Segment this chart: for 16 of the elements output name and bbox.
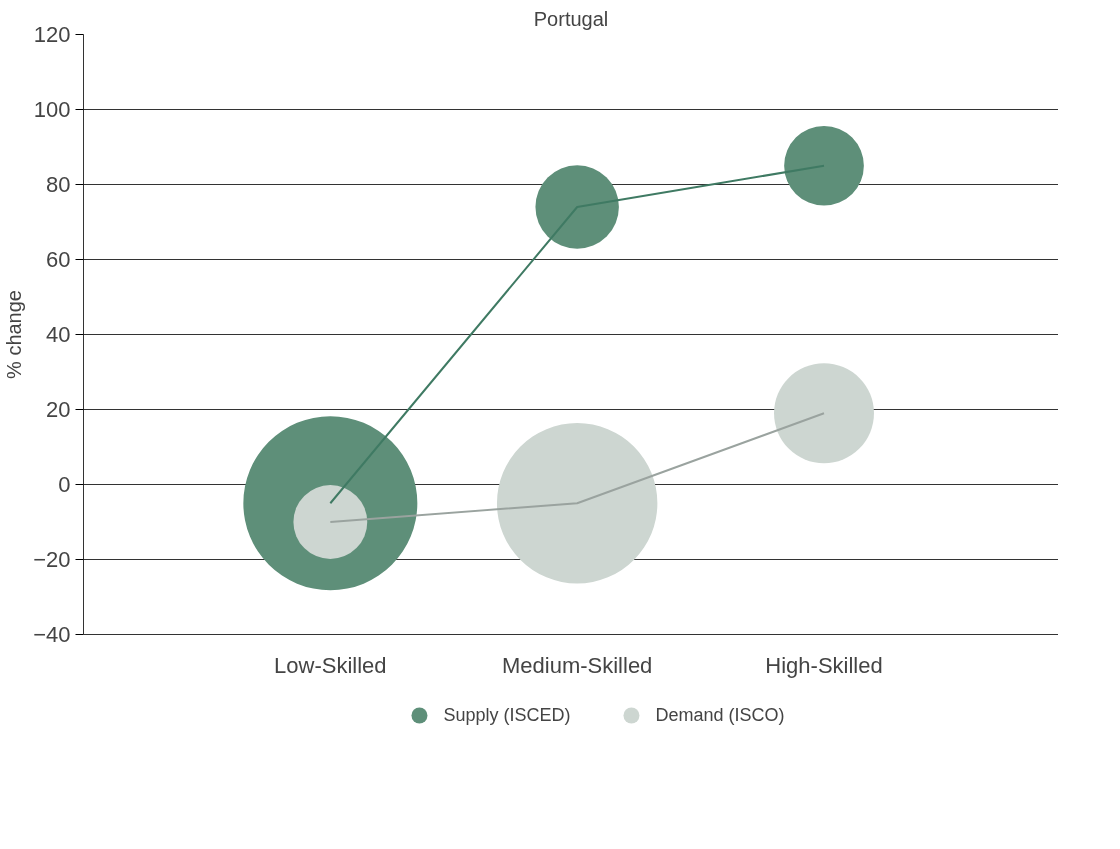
- y-axis-title: % change: [3, 290, 26, 379]
- y-tick-label: 80: [46, 172, 71, 197]
- y-tick-label: 120: [33, 22, 71, 47]
- y-tick-label: 0: [58, 472, 71, 497]
- x-tick-label: High-Skilled: [765, 652, 883, 678]
- y-tick-label: −40: [33, 622, 71, 647]
- y-tick-label: 40: [46, 322, 71, 347]
- y-tick-label: 60: [46, 247, 71, 272]
- x-tick-label: Low-Skilled: [274, 652, 387, 678]
- legend-label: Demand (ISCO): [655, 704, 785, 726]
- y-tick-label: −20: [33, 547, 71, 572]
- y-tick-label: 100: [33, 97, 71, 122]
- x-tick-label: Medium-Skilled: [501, 652, 653, 678]
- legend-label: Supply (ISCED): [443, 704, 571, 726]
- chart-title: Portugal: [533, 7, 609, 30]
- y-tick-label: 20: [46, 397, 71, 422]
